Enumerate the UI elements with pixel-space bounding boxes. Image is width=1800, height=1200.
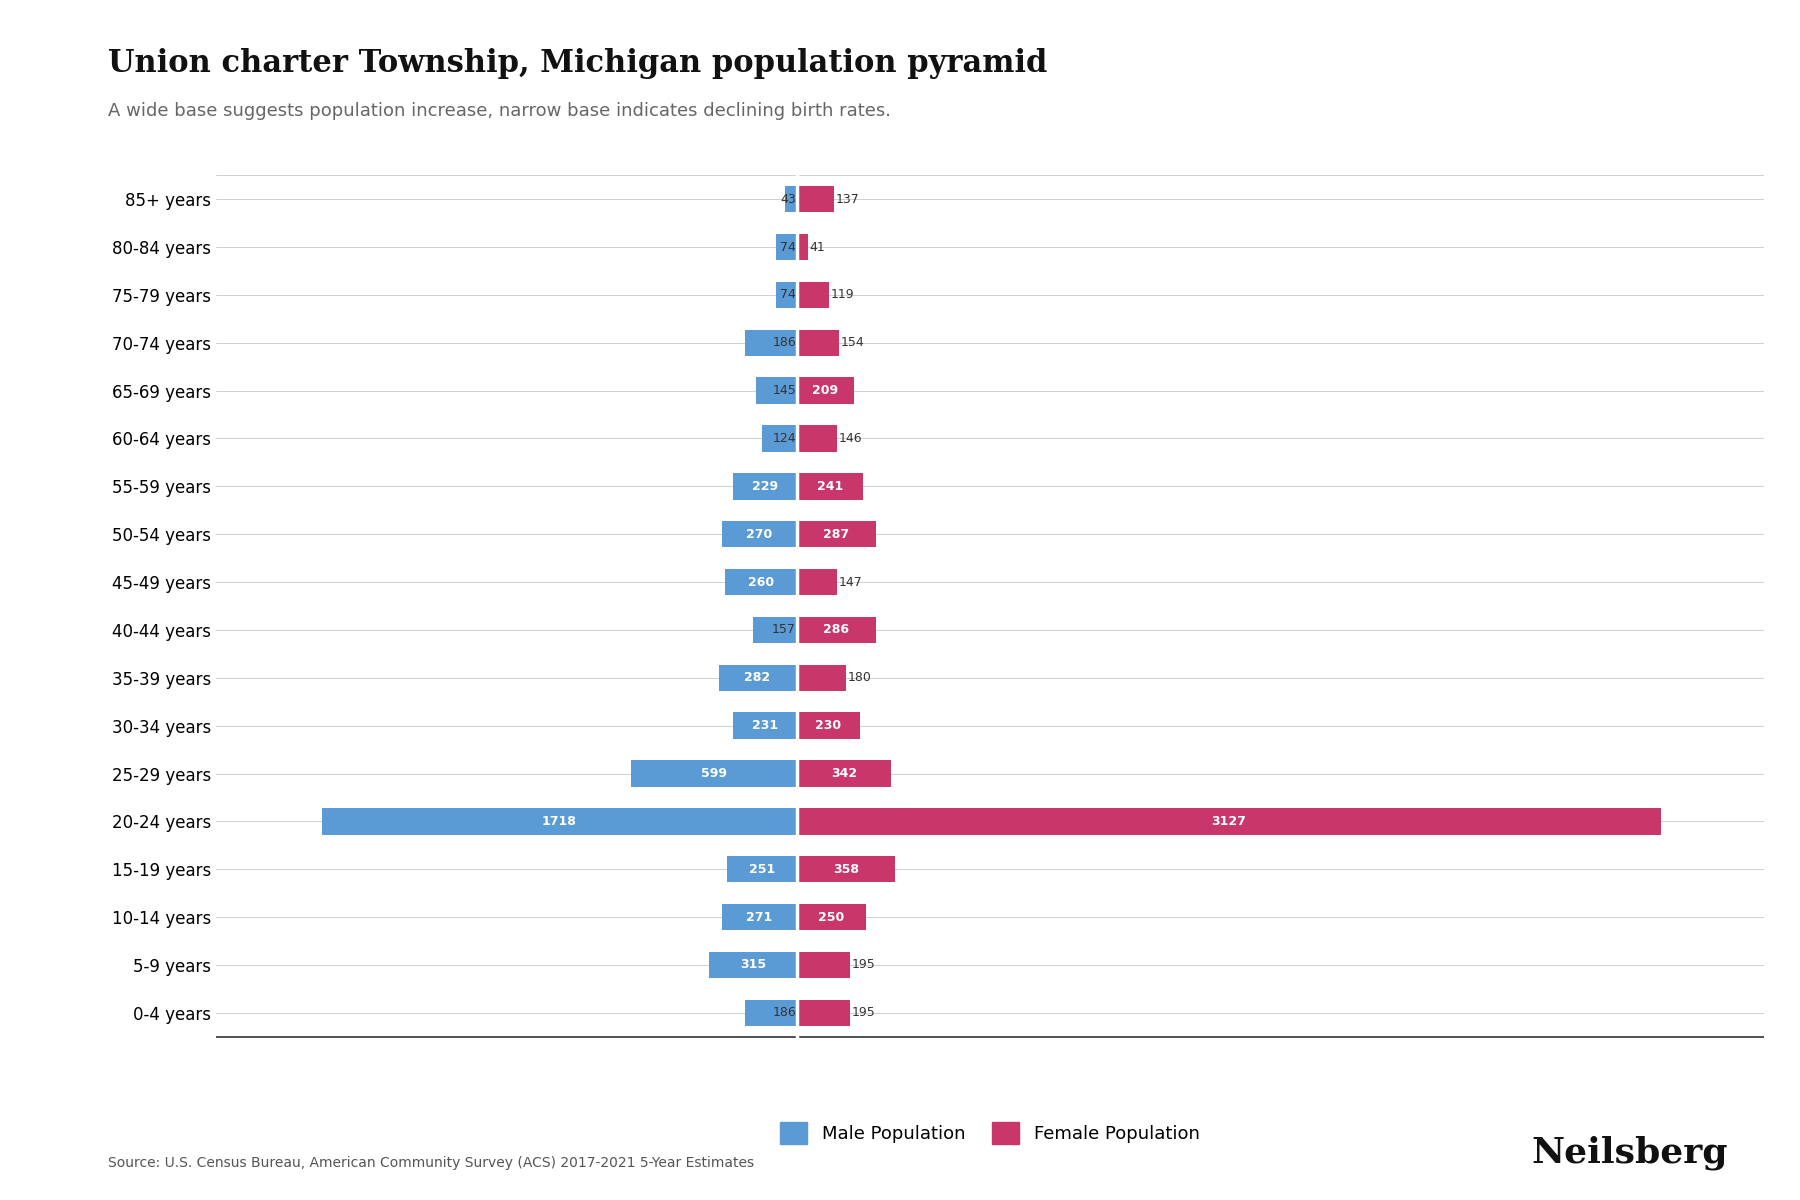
Text: 209: 209: [812, 384, 839, 397]
Bar: [785, 186, 796, 212]
Bar: [733, 713, 796, 739]
Text: 270: 270: [745, 528, 772, 541]
Bar: [776, 234, 796, 260]
Bar: [796, 809, 1661, 834]
Text: 358: 358: [833, 863, 859, 876]
Bar: [796, 761, 891, 787]
Text: 195: 195: [851, 1007, 875, 1019]
Text: 145: 145: [772, 384, 796, 397]
Bar: [796, 856, 895, 882]
Bar: [796, 425, 837, 451]
Bar: [796, 617, 875, 643]
Text: 3127: 3127: [1211, 815, 1246, 828]
Text: 342: 342: [832, 767, 857, 780]
Bar: [796, 473, 864, 499]
Text: 41: 41: [810, 240, 824, 253]
Text: 124: 124: [772, 432, 796, 445]
Text: Neilsberg: Neilsberg: [1532, 1135, 1728, 1170]
Bar: [796, 521, 877, 547]
Bar: [796, 1000, 850, 1026]
Bar: [756, 378, 796, 403]
Text: 287: 287: [823, 528, 850, 541]
Text: 230: 230: [815, 719, 841, 732]
Legend: Male Population, Female Population: Male Population, Female Population: [772, 1115, 1208, 1151]
Text: 241: 241: [817, 480, 842, 493]
Text: 282: 282: [745, 671, 770, 684]
Bar: [796, 713, 860, 739]
Text: 74: 74: [779, 288, 796, 301]
Text: A wide base suggests population increase, narrow base indicates declining birth : A wide base suggests population increase…: [108, 102, 891, 120]
Text: Union charter Township, Michigan population pyramid: Union charter Township, Michigan populat…: [108, 48, 1048, 79]
Text: 599: 599: [700, 767, 727, 780]
Text: 260: 260: [747, 576, 774, 588]
Bar: [709, 952, 796, 978]
Bar: [796, 330, 839, 356]
Text: 180: 180: [848, 671, 871, 684]
Text: 137: 137: [835, 193, 860, 205]
Text: 186: 186: [772, 1007, 796, 1019]
Bar: [722, 521, 796, 547]
Bar: [733, 473, 796, 499]
Bar: [322, 809, 796, 834]
Text: 157: 157: [772, 624, 796, 636]
Bar: [722, 904, 796, 930]
Text: 250: 250: [817, 911, 844, 924]
Bar: [796, 234, 808, 260]
Bar: [796, 665, 846, 691]
Text: 229: 229: [752, 480, 778, 493]
Text: 146: 146: [839, 432, 862, 445]
Bar: [796, 904, 866, 930]
Bar: [725, 569, 796, 595]
Text: Source: U.S. Census Bureau, American Community Survey (ACS) 2017-2021 5-Year Est: Source: U.S. Census Bureau, American Com…: [108, 1156, 754, 1170]
Text: 251: 251: [749, 863, 776, 876]
Text: 231: 231: [752, 719, 778, 732]
Bar: [632, 761, 796, 787]
Bar: [796, 952, 850, 978]
Bar: [796, 378, 855, 403]
Bar: [745, 330, 796, 356]
Bar: [752, 617, 796, 643]
Text: 186: 186: [772, 336, 796, 349]
Bar: [761, 425, 796, 451]
Text: 119: 119: [832, 288, 855, 301]
Text: 74: 74: [779, 240, 796, 253]
Bar: [745, 1000, 796, 1026]
Text: 154: 154: [841, 336, 864, 349]
Bar: [718, 665, 796, 691]
Bar: [796, 282, 830, 308]
Text: 271: 271: [745, 911, 772, 924]
Bar: [796, 569, 837, 595]
Bar: [727, 856, 796, 882]
Text: 315: 315: [740, 959, 767, 972]
Bar: [776, 282, 796, 308]
Text: 1718: 1718: [542, 815, 576, 828]
Text: 43: 43: [779, 193, 796, 205]
Text: 147: 147: [839, 576, 862, 588]
Text: 286: 286: [823, 624, 850, 636]
Bar: [796, 186, 835, 212]
Text: 195: 195: [851, 959, 875, 972]
